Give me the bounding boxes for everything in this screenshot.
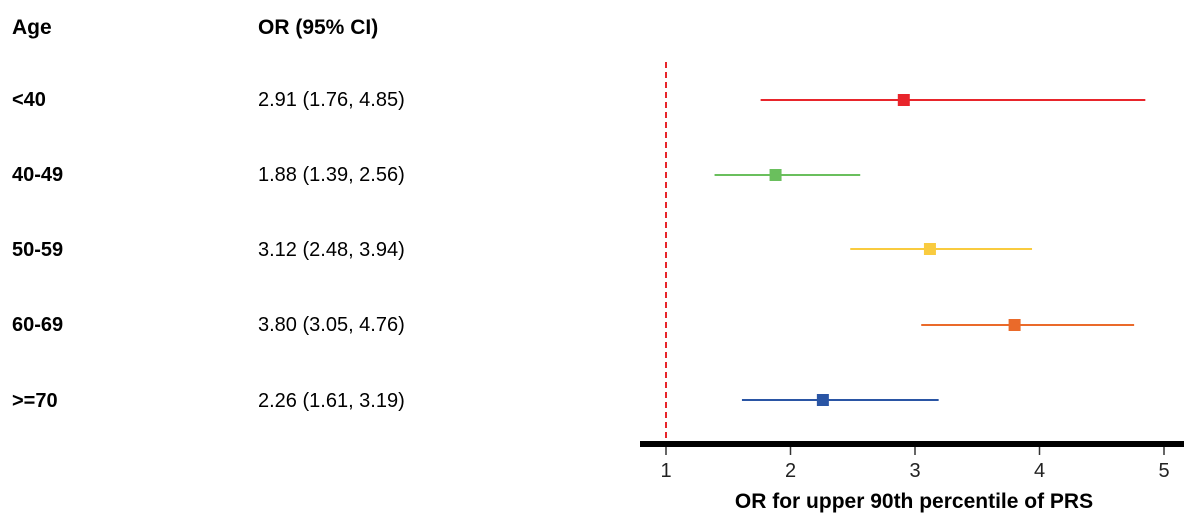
or-value-50-59: 3.12 (2.48, 3.94) bbox=[258, 239, 405, 261]
or-header: OR (95% CI) bbox=[258, 16, 379, 39]
or-value-ge70: 2.26 (1.61, 3.19) bbox=[258, 390, 405, 412]
age-header: Age bbox=[12, 16, 52, 39]
age-label-40-49: 40-49 bbox=[12, 164, 64, 186]
or-value-40-49: 1.88 (1.39, 2.56) bbox=[258, 164, 405, 186]
point-estimate-1 bbox=[769, 169, 782, 181]
point-estimate-4 bbox=[816, 394, 829, 406]
x-tick-label-1: 2 bbox=[785, 460, 796, 482]
point-estimate-3 bbox=[1008, 319, 1021, 331]
or-value-60-69: 3.80 (3.05, 4.76) bbox=[258, 314, 405, 336]
age-label-60-69: 60-69 bbox=[12, 314, 64, 336]
x-tick-label-3: 4 bbox=[1034, 460, 1045, 482]
point-estimate-0 bbox=[897, 94, 910, 106]
x-tick-label-0: 1 bbox=[660, 460, 671, 482]
age-label-lt40: <40 bbox=[12, 89, 46, 111]
or-value-lt40: 2.91 (1.76, 4.85) bbox=[258, 89, 405, 111]
age-label-50-59: 50-59 bbox=[12, 239, 64, 261]
x-tick-label-2: 3 bbox=[909, 460, 920, 482]
point-estimate-2 bbox=[923, 243, 936, 255]
x-tick-label-4: 5 bbox=[1158, 460, 1169, 482]
age-label-ge70: >=70 bbox=[12, 390, 58, 412]
x-axis-title: OR for upper 90th percentile of PRS bbox=[735, 490, 1093, 513]
